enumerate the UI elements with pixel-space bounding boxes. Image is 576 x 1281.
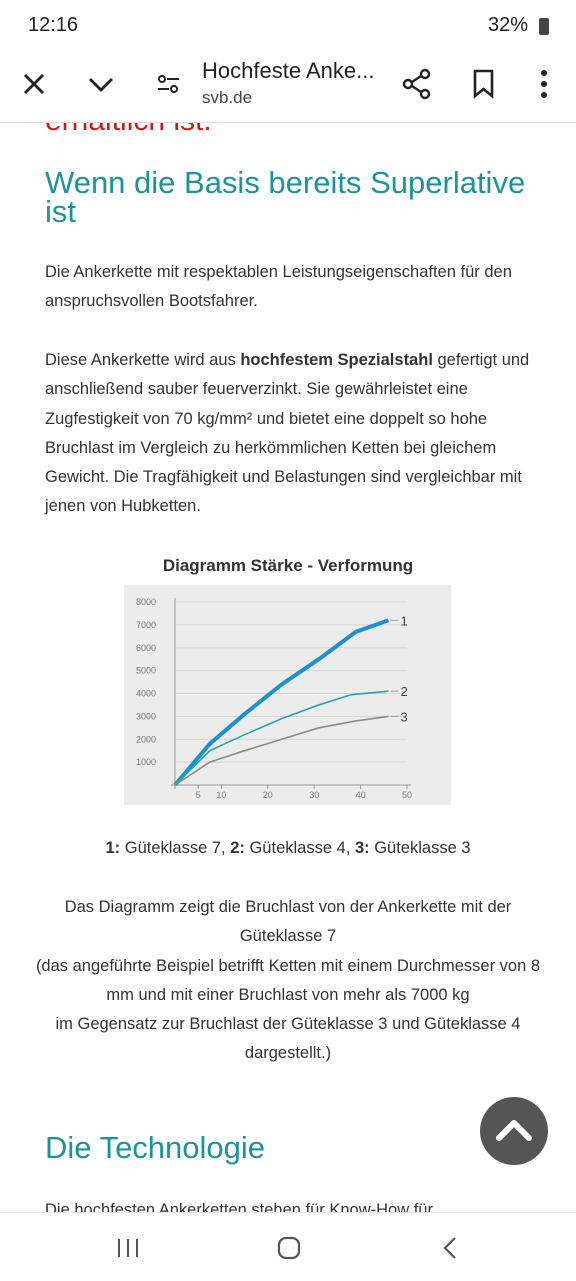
page-title: Hochfeste Anke... (202, 58, 375, 83)
y-tick-label: 8000 (136, 597, 156, 607)
text: gefertigt und anschließend sauber feuerv… (45, 351, 530, 516)
line (173, 618, 390, 787)
caption-line: (das angeführte Beispiel betrifft Ketten… (35, 956, 541, 1004)
x-tick-label: 5 (196, 790, 201, 800)
more-button[interactable] (536, 68, 552, 100)
y-tick-label: 5000 (136, 666, 156, 676)
recent-apps-button[interactable] (116, 1237, 140, 1259)
nav-bar (0, 1212, 576, 1281)
x-tick-label: 10 (216, 790, 226, 800)
page-domain: svb.de (202, 88, 253, 107)
text: Güteklasse 3 (369, 839, 471, 857)
bold-text: hochfestem Spezialstahl (240, 351, 433, 369)
y-tick-label: 1000 (136, 757, 156, 767)
scroll-up-button[interactable] (479, 1096, 549, 1166)
y-tick-label: 6000 (136, 643, 156, 653)
collapse-button[interactable] (86, 70, 116, 98)
heading: Wenn die Basis bereits Superlative ist (45, 165, 526, 229)
top-bar: Hochfeste Anke... svb.de (0, 52, 576, 123)
series-label: 1 (400, 613, 407, 628)
share-button[interactable] (402, 68, 432, 100)
caption-line: Das Diagramm zeigt die Bruchlast von der… (64, 898, 512, 946)
y-tick-label: 7000 (136, 620, 156, 630)
time: 12:16 (28, 14, 79, 36)
home-button[interactable] (276, 1235, 302, 1261)
x-tick-label: 40 (356, 790, 366, 800)
bold-text: 3: (354, 839, 370, 857)
series-label: 2 (400, 684, 407, 699)
chart-background (124, 585, 451, 805)
y-tick-label: 2000 (136, 734, 156, 744)
series-label: 3 (400, 709, 407, 724)
x-tick-label: 30 (309, 790, 319, 800)
text: Güteklasse 4, (244, 839, 355, 857)
line (174, 690, 389, 786)
battery-icon (539, 18, 549, 35)
paragraph: Diese Ankerkette wird aus hochfestem Spe… (45, 346, 535, 522)
text: Diese Ankerkette wird aus (45, 351, 241, 369)
chart: 1000 2000 3000 4000 5000 6000 7000 8000 5 10 20 30 4… (124, 585, 451, 805)
heading: Die Technologie (45, 1130, 266, 1165)
battery: 32% (488, 14, 529, 36)
status-bar: 12:16 32% (0, 0, 576, 52)
back-button[interactable] (440, 1235, 460, 1261)
bold-text: 2: (230, 839, 245, 857)
caption-line: im Gegensatz zur Bruchlast der Güteklass… (55, 1015, 521, 1063)
caption: Das Diagramm zeigt die Bruchlast von der… (30, 893, 546, 1069)
paragraph: Die Ankerkette mit respektablen Leistung… (45, 263, 512, 311)
y-tick-label: 4000 (136, 689, 156, 699)
text: Güteklasse 7, (120, 839, 231, 857)
close-button[interactable] (20, 70, 48, 98)
x-tick-label: 50 (402, 790, 412, 800)
bookmark-button[interactable] (472, 69, 496, 99)
settings-button[interactable] (155, 70, 183, 98)
y-tick-label: 3000 (136, 711, 156, 721)
bold-text: 1: (105, 839, 121, 857)
chart-title: Diagramm Stärke - Verformung (162, 556, 414, 575)
line (174, 715, 389, 786)
x-tick-label: 20 (263, 790, 273, 800)
legend-line: 1: Güteklasse 7, 2: Güteklasse 4, 3: Güt… (30, 834, 546, 863)
